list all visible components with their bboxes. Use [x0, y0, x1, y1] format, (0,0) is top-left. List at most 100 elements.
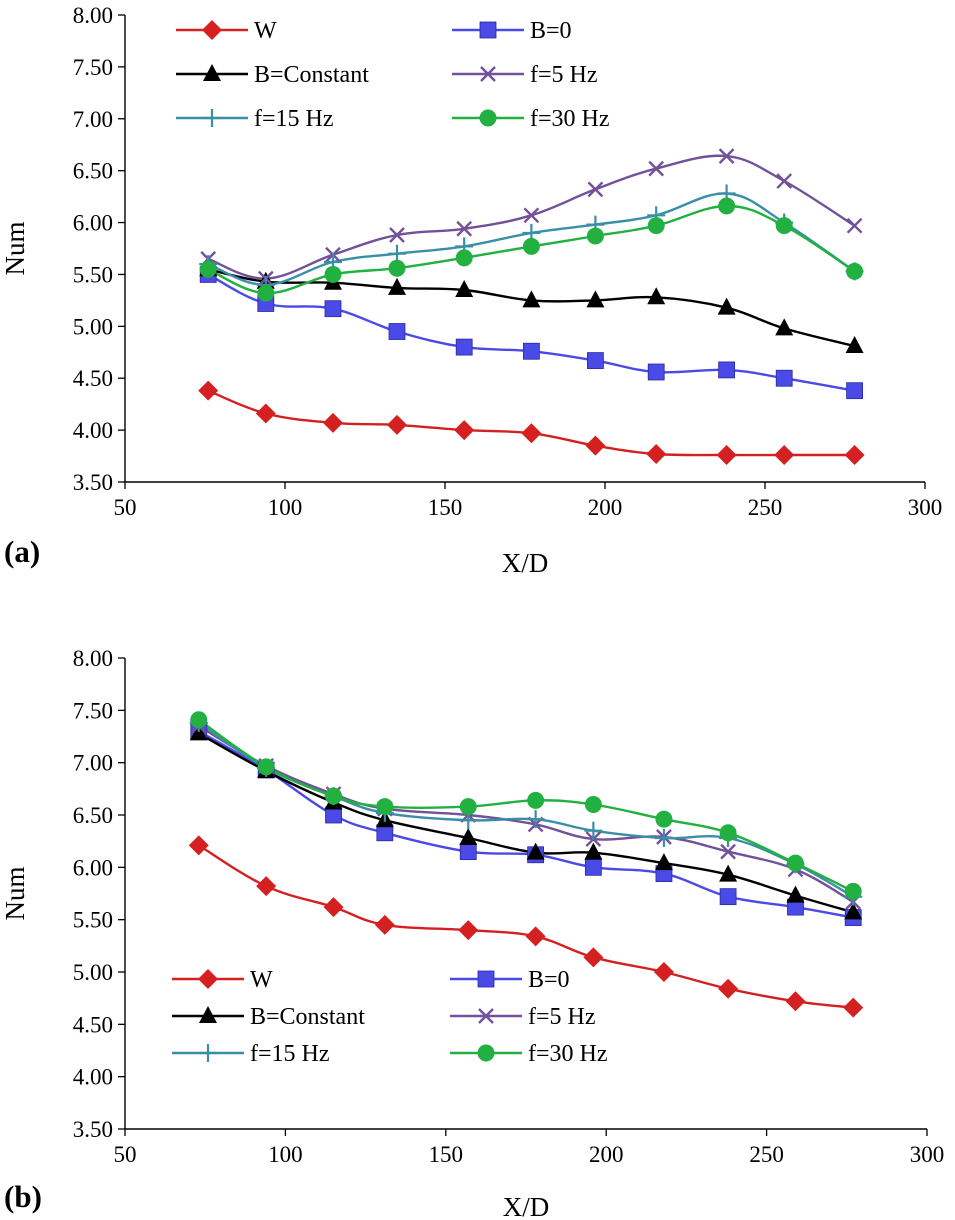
x-tick-label: 50: [114, 495, 137, 520]
legend-marker: [477, 970, 495, 988]
series-markers-f-15-hz: [189, 713, 863, 906]
y-tick-label: 7.50: [73, 55, 113, 80]
data-point: [718, 197, 736, 215]
legend-label: B=Constant: [254, 62, 369, 88]
data-point: [525, 926, 546, 947]
series-markers-b-constant: [189, 723, 863, 920]
y-tick-label: 8.00: [73, 3, 113, 28]
data-point: [653, 962, 674, 982]
series-markers-f-30-hz: [199, 197, 864, 302]
data-point: [647, 287, 666, 305]
y-tick-label: 6.50: [73, 159, 113, 184]
data-point: [387, 414, 407, 435]
data-point: [584, 821, 603, 840]
legend-item-f-30-hz: f=30 Hz: [452, 106, 610, 132]
y-tick-label: 7.00: [73, 107, 113, 132]
data-point: [376, 798, 394, 816]
series-markers-f-30-hz: [190, 711, 862, 900]
data-point: [654, 853, 673, 871]
y-tick-label: 7.00: [73, 751, 113, 776]
legend-item-f-15-hz: f=15 Hz: [172, 1041, 330, 1067]
x-tick-label: 250: [749, 1142, 784, 1167]
y-tick-label: 5.50: [73, 262, 113, 287]
data-point: [586, 227, 604, 245]
data-point: [775, 369, 793, 387]
x-tick-label: 100: [268, 1142, 303, 1167]
data-point: [388, 323, 406, 340]
data-point: [458, 920, 479, 941]
legend-item-b-constant: B=Constant: [172, 1004, 365, 1030]
legend-label: f=30 Hz: [528, 1041, 608, 1067]
data-point: [844, 882, 862, 900]
data-point: [583, 947, 604, 968]
data-point: [786, 885, 805, 903]
data-point: [523, 342, 540, 360]
data-point: [647, 363, 665, 381]
data-point: [257, 758, 275, 776]
data-point: [587, 181, 604, 198]
data-point: [256, 876, 277, 897]
series-markers-f-5-hz: [190, 718, 862, 910]
data-point: [775, 318, 794, 336]
data-point: [198, 380, 219, 401]
data-point: [716, 445, 737, 466]
data-point: [459, 798, 477, 816]
data-point: [718, 978, 739, 999]
legend-item-b-0: B=0: [450, 967, 570, 993]
legend-label: f=5 Hz: [528, 1004, 596, 1030]
data-point: [324, 265, 342, 283]
data-point: [585, 435, 606, 456]
panel-label: (a): [4, 534, 40, 569]
data-point: [455, 249, 473, 267]
series-line-f-15-hz: [198, 721, 854, 898]
legend-marker: [203, 109, 221, 127]
legend: W B=0 B=Constant f=5 Hz f=15 Hz f=30 Hz: [172, 967, 608, 1067]
legend-label: B=0: [528, 967, 570, 993]
y-tick-label: 4.50: [73, 366, 113, 391]
data-point: [844, 445, 865, 466]
data-point: [522, 290, 541, 308]
data-point: [646, 443, 667, 464]
data-point: [324, 300, 342, 318]
data-point: [325, 787, 343, 805]
data-point: [454, 420, 475, 441]
data-point: [584, 796, 602, 814]
legend-label: B=0: [530, 18, 572, 44]
data-point: [389, 227, 405, 243]
legend-label: f=5 Hz: [530, 62, 598, 88]
data-point: [719, 824, 737, 842]
data-point: [654, 829, 673, 848]
series-line-f-30-hz: [198, 718, 854, 893]
data-point: [323, 412, 343, 433]
legend-marker: [479, 109, 497, 127]
data-point: [455, 338, 473, 356]
x-tick-label: 100: [268, 495, 303, 520]
data-point: [522, 237, 540, 255]
series-line-w: [207, 389, 855, 457]
data-point: [719, 888, 737, 906]
data-point: [455, 280, 474, 298]
legend-marker: [202, 20, 222, 40]
axes: 3.50 4.00 4.50 5.00 5.50 6.00 6.50 7.00 7.50 8.00…: [73, 646, 945, 1167]
data-point: [846, 217, 863, 234]
legend-label: f=15 Hz: [250, 1041, 330, 1067]
series-line-b-0: [198, 730, 854, 919]
series-markers-f-5-hz: [200, 148, 863, 287]
data-point: [521, 423, 542, 444]
y-axis-title: Num: [0, 867, 30, 921]
legend-label: f=30 Hz: [530, 106, 610, 132]
data-point: [655, 810, 673, 828]
legend-item-w: W: [176, 18, 277, 44]
series-markers-w: [198, 380, 865, 466]
legend-marker: [199, 1006, 217, 1023]
y-tick-label: 5.00: [73, 314, 113, 339]
panel-label: (b): [4, 1179, 42, 1214]
series-line-f-5-hz: [198, 724, 854, 903]
data-point: [846, 382, 863, 400]
data-point: [718, 361, 735, 379]
data-point: [190, 711, 208, 729]
data-point: [774, 445, 795, 466]
x-tick-label: 150: [429, 1142, 464, 1167]
x-tick-label: 200: [588, 495, 623, 520]
legend-item-f-15-hz: f=15 Hz: [176, 106, 334, 132]
